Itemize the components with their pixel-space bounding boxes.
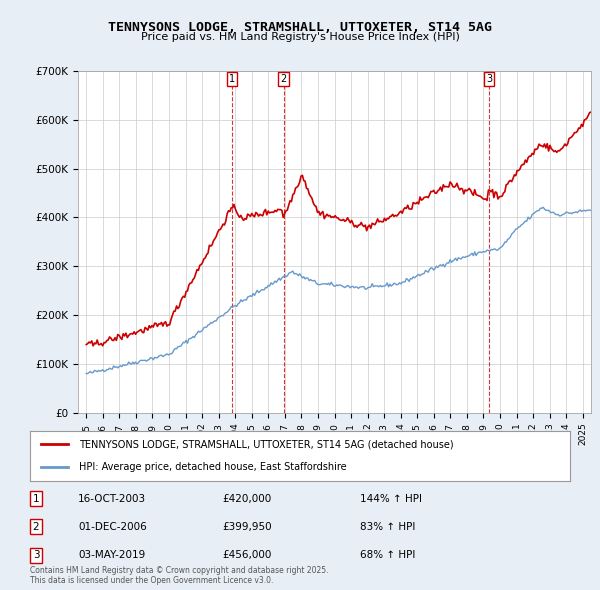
Text: 3: 3	[32, 550, 40, 560]
Text: 03-MAY-2019: 03-MAY-2019	[78, 550, 145, 560]
Text: £420,000: £420,000	[222, 494, 271, 503]
Text: 3: 3	[486, 74, 492, 84]
Text: £456,000: £456,000	[222, 550, 271, 560]
Text: HPI: Average price, detached house, East Staffordshire: HPI: Average price, detached house, East…	[79, 462, 346, 472]
Text: 68% ↑ HPI: 68% ↑ HPI	[360, 550, 415, 560]
Text: £399,950: £399,950	[222, 522, 272, 532]
Text: 16-OCT-2003: 16-OCT-2003	[78, 494, 146, 503]
Text: 144% ↑ HPI: 144% ↑ HPI	[360, 494, 422, 503]
Text: TENNYSONS LODGE, STRAMSHALL, UTTOXETER, ST14 5AG (detached house): TENNYSONS LODGE, STRAMSHALL, UTTOXETER, …	[79, 439, 453, 449]
Text: 2: 2	[32, 522, 40, 532]
Text: 01-DEC-2006: 01-DEC-2006	[78, 522, 147, 532]
Text: 83% ↑ HPI: 83% ↑ HPI	[360, 522, 415, 532]
Text: TENNYSONS LODGE, STRAMSHALL, UTTOXETER, ST14 5AG: TENNYSONS LODGE, STRAMSHALL, UTTOXETER, …	[108, 21, 492, 34]
Text: 1: 1	[32, 494, 40, 503]
Text: Contains HM Land Registry data © Crown copyright and database right 2025.
This d: Contains HM Land Registry data © Crown c…	[30, 566, 329, 585]
Text: Price paid vs. HM Land Registry's House Price Index (HPI): Price paid vs. HM Land Registry's House …	[140, 32, 460, 42]
Text: 1: 1	[229, 74, 235, 84]
Text: 2: 2	[280, 74, 287, 84]
